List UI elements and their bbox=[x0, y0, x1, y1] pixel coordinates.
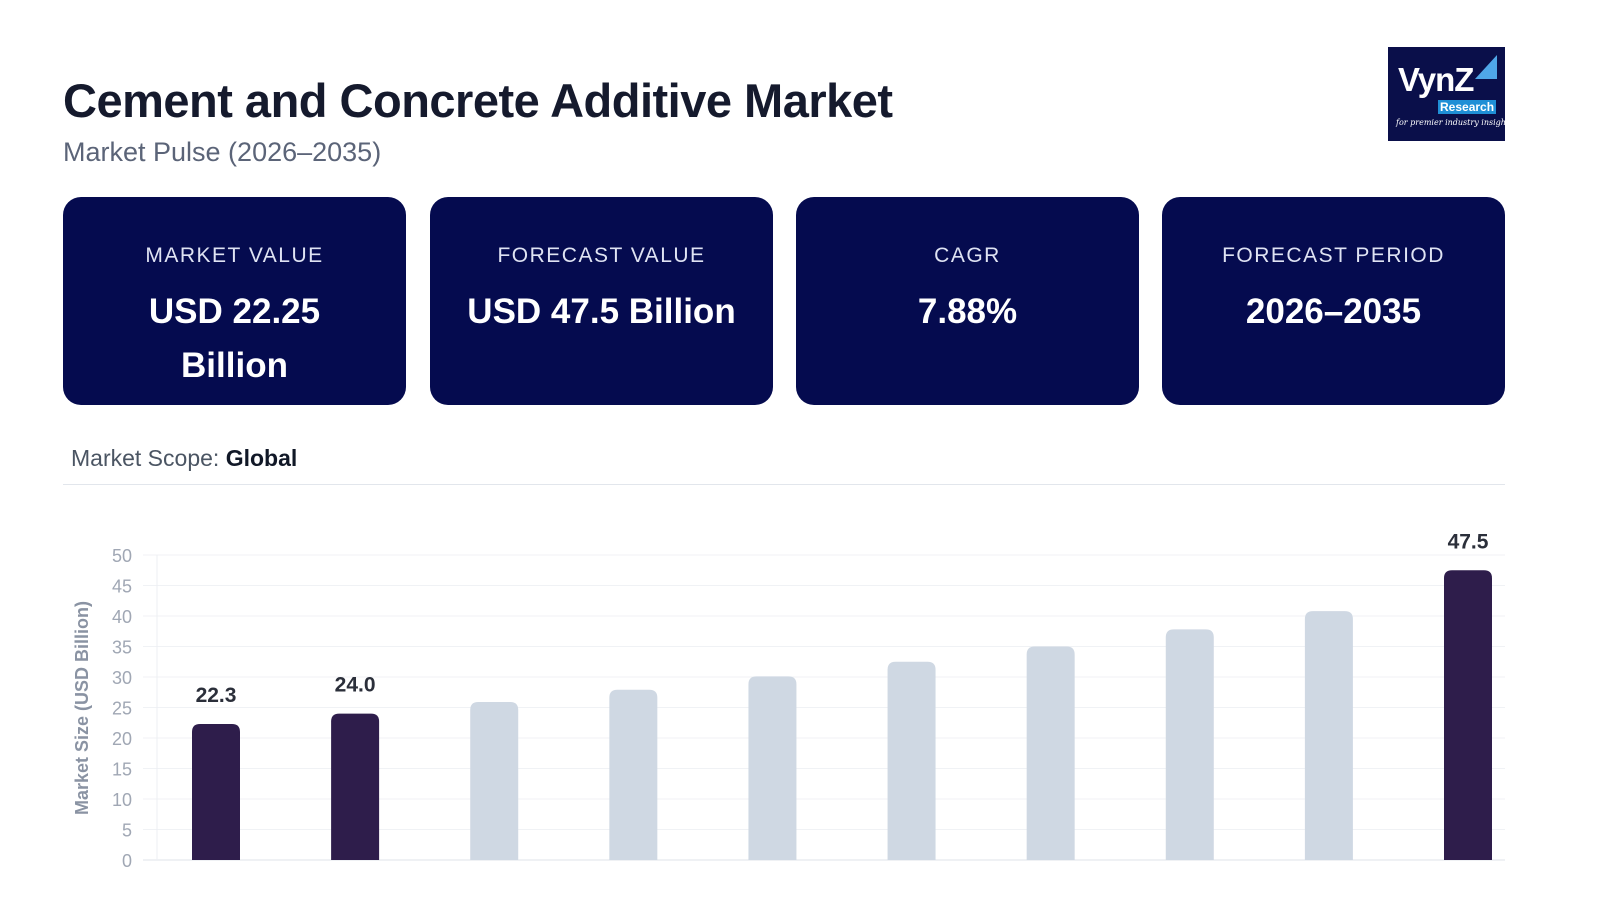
bar-2027 bbox=[331, 713, 380, 860]
cagr-card: CAGR 7.88% bbox=[796, 197, 1139, 405]
logo-tagline: for premier industry insights bbox=[1396, 118, 1505, 127]
card-label: MARKET VALUE bbox=[145, 244, 324, 267]
card-label: FORECAST VALUE bbox=[497, 244, 706, 267]
y-tick-label: 5 bbox=[122, 821, 132, 841]
bar-2035 bbox=[1444, 570, 1492, 860]
card-value: 2026–2035 bbox=[1245, 292, 1422, 331]
logo-sub: Research bbox=[1438, 100, 1497, 114]
card-label: FORECAST PERIOD bbox=[1222, 244, 1445, 267]
y-axis-label: Market Size (USD Billion) bbox=[72, 601, 92, 815]
data-label: 22.3 bbox=[196, 684, 237, 707]
market-scope: Market Scope: Global bbox=[71, 444, 297, 472]
bar-2030 bbox=[748, 676, 797, 860]
y-tick-label: 0 bbox=[122, 851, 132, 871]
y-tick-label: 20 bbox=[112, 729, 132, 749]
page-subtitle: Market Pulse (2026–2035) bbox=[63, 137, 382, 167]
page-title: Cement and Concrete Additive Market bbox=[63, 74, 893, 127]
y-tick-label: 50 bbox=[112, 546, 132, 566]
y-tick-label: 40 bbox=[112, 607, 132, 627]
bar-2026 bbox=[192, 723, 240, 860]
card-value: USD 47.5 Billion bbox=[467, 292, 736, 331]
data-label: 24.0 bbox=[335, 674, 376, 697]
vynz-logo: VynZ Research for premier industry insig… bbox=[1388, 47, 1505, 141]
bar-2034 bbox=[1304, 611, 1353, 860]
forecast-value-card: FORECAST VALUE USD 47.5 Billion bbox=[430, 197, 773, 405]
bar-2031 bbox=[887, 661, 936, 860]
bar-2033 bbox=[1165, 629, 1214, 860]
y-tick-label: 15 bbox=[112, 760, 132, 780]
card-value: 7.88% bbox=[917, 292, 1018, 331]
divider bbox=[63, 484, 1505, 485]
y-tick-label: 25 bbox=[112, 699, 132, 719]
card-label: CAGR bbox=[934, 244, 1001, 267]
card-value: USD 22.25 Billion bbox=[148, 292, 321, 385]
bar-2028 bbox=[470, 702, 519, 860]
bar-2029 bbox=[609, 689, 658, 860]
y-tick-label: 35 bbox=[112, 638, 132, 658]
logo-arrow-icon bbox=[1475, 55, 1497, 79]
market-value-card: MARKET VALUE USD 22.25 Billion bbox=[63, 197, 406, 405]
y-tick-label: 10 bbox=[112, 790, 132, 810]
logo-name: VynZ bbox=[1398, 61, 1474, 98]
data-label: 47.5 bbox=[1448, 530, 1489, 553]
scope-value: Global bbox=[225, 445, 298, 471]
y-tick-label: 30 bbox=[112, 668, 132, 688]
bar-2032 bbox=[1026, 646, 1075, 860]
scope-label: Market Scope: bbox=[71, 445, 226, 471]
forecast-period-card: FORECAST PERIOD 2026–2035 bbox=[1162, 197, 1505, 405]
y-tick-label: 45 bbox=[112, 577, 132, 597]
